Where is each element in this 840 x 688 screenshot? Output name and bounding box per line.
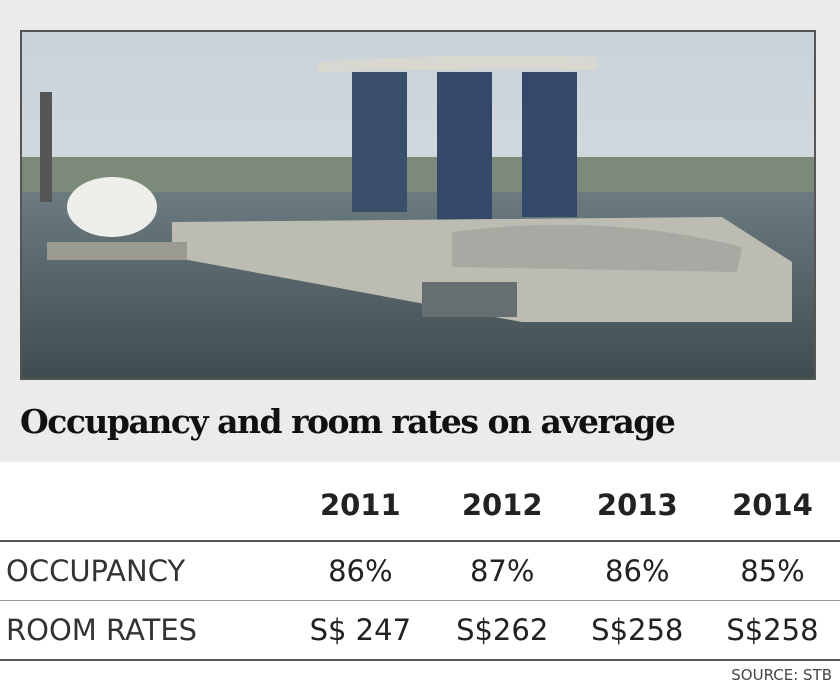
year-header: 2011 (319, 488, 401, 522)
value-cell: S$258 (726, 613, 819, 647)
value-cell: 87% (469, 554, 535, 588)
year-header: 2014 (732, 488, 813, 522)
header-row: 2011 2012 2013 2014 (0, 470, 840, 541)
value-cell: S$262 (456, 613, 549, 647)
year-header: 2013 (596, 488, 678, 522)
value-cell: S$ 247 (309, 613, 412, 647)
data-row: OCCUPANCY 86% 87% 86% 85% (0, 541, 840, 601)
photo (20, 30, 816, 380)
data-table: 2011 2012 2013 2014 OCCUPANCY 86% 87% 86% 85% ROO… (0, 470, 840, 661)
data-row: ROOM RATES S$ 247 S$262 S$258 S$258 (0, 601, 840, 660)
table-title: Occupancy and room rates on average (20, 402, 676, 441)
year-header: 2012 (461, 488, 543, 522)
corner-cell (0, 470, 286, 541)
source-note: SOURCE: STB (731, 666, 832, 684)
row-label: OCCUPANCY (6, 554, 186, 588)
value-cell: S$258 (591, 613, 684, 647)
value-cell: 86% (328, 554, 393, 588)
value-cell: 86% (605, 554, 670, 588)
value-cell: 85% (740, 554, 805, 588)
row-label: ROOM RATES (6, 613, 198, 647)
